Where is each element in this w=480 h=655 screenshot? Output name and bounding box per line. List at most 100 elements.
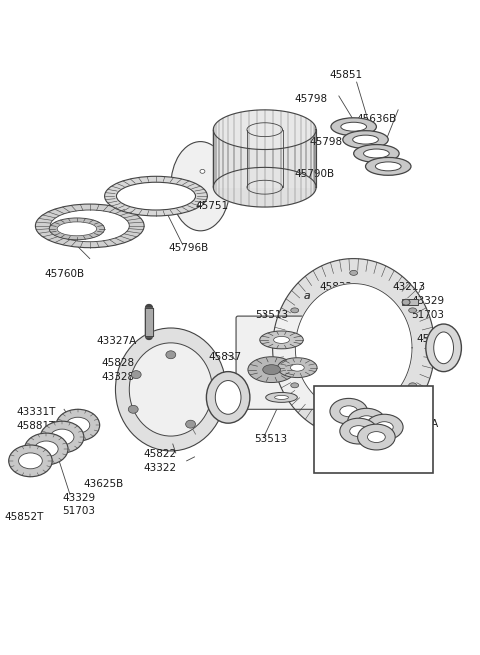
Ellipse shape [358,416,375,426]
Text: 45636B: 45636B [357,114,397,124]
Ellipse shape [171,141,230,231]
Ellipse shape [260,331,303,349]
Ellipse shape [330,398,368,424]
Text: a: a [363,448,370,458]
Text: 43213: 43213 [392,282,425,292]
Ellipse shape [24,433,68,465]
Text: 51703: 51703 [62,506,95,517]
Bar [314,386,433,473]
Text: 53513: 53513 [255,310,288,320]
Bar [402,299,418,305]
Ellipse shape [263,365,280,375]
Ellipse shape [350,271,358,275]
Text: a: a [395,436,401,446]
Ellipse shape [363,149,389,158]
Ellipse shape [198,202,203,206]
Ellipse shape [66,417,90,433]
Ellipse shape [348,408,385,434]
Text: 45881T: 45881T [17,421,56,431]
Ellipse shape [291,383,299,388]
Ellipse shape [434,332,454,364]
Ellipse shape [9,445,52,477]
Text: 43331T: 43331T [17,407,56,417]
Ellipse shape [426,324,461,371]
Ellipse shape [117,182,195,210]
Text: 45837: 45837 [208,352,241,362]
Text: a: a [328,410,334,421]
Polygon shape [273,259,435,437]
Ellipse shape [275,396,288,400]
Text: a: a [220,406,227,417]
Text: a: a [395,410,401,421]
Text: 43329: 43329 [411,296,444,307]
Text: a: a [365,394,372,404]
Ellipse shape [200,170,205,174]
Text: 45796B: 45796B [169,243,209,253]
Text: 43328: 43328 [102,371,135,382]
Text: 45832: 45832 [319,282,352,292]
Ellipse shape [353,135,378,144]
Ellipse shape [375,422,393,432]
Ellipse shape [290,364,304,371]
Ellipse shape [206,371,250,423]
Ellipse shape [216,381,241,414]
Text: 45842A: 45842A [398,419,438,429]
Text: 43625B: 43625B [84,479,124,489]
Ellipse shape [358,424,395,450]
Ellipse shape [57,222,96,236]
Ellipse shape [291,308,299,313]
Ellipse shape [56,409,100,441]
Ellipse shape [35,441,58,457]
Ellipse shape [50,429,74,445]
Ellipse shape [49,218,105,240]
Ellipse shape [354,145,399,162]
Ellipse shape [366,414,403,440]
Text: 45760B: 45760B [44,269,84,278]
Ellipse shape [375,162,401,171]
Text: 45852T: 45852T [5,512,44,523]
Ellipse shape [366,157,411,176]
Text: 45751: 45751 [195,201,228,211]
Polygon shape [213,110,316,149]
Ellipse shape [116,328,226,451]
Ellipse shape [343,131,388,149]
Ellipse shape [166,351,176,359]
Text: 43322: 43322 [143,463,176,473]
Text: a: a [304,291,311,301]
Ellipse shape [408,308,417,313]
Ellipse shape [341,122,367,131]
Ellipse shape [277,358,317,377]
Ellipse shape [36,204,144,248]
Ellipse shape [186,421,195,428]
Ellipse shape [40,421,84,453]
Text: 43329: 43329 [62,493,95,502]
Ellipse shape [340,406,358,417]
Text: a: a [304,291,311,301]
FancyBboxPatch shape [236,316,327,409]
Text: 45828: 45828 [102,358,135,367]
Ellipse shape [266,392,297,402]
Text: 45822: 45822 [143,449,176,459]
Ellipse shape [131,371,141,379]
Ellipse shape [350,426,368,437]
Ellipse shape [248,357,295,383]
Ellipse shape [368,432,385,443]
Ellipse shape [350,421,358,425]
Text: a: a [332,394,338,404]
Text: 45798: 45798 [309,137,342,147]
Text: 51703: 51703 [411,310,444,320]
Ellipse shape [50,210,129,242]
Text: 45851: 45851 [329,70,362,80]
Text: 45790B: 45790B [294,170,335,179]
Text: 45874A: 45874A [416,334,456,344]
Ellipse shape [129,343,212,436]
Polygon shape [213,168,316,207]
Text: 45798: 45798 [294,94,327,104]
Ellipse shape [19,453,42,469]
Ellipse shape [274,337,289,343]
Polygon shape [213,130,316,187]
Ellipse shape [105,176,207,216]
Text: 53513: 53513 [254,434,287,444]
Ellipse shape [128,405,138,413]
Ellipse shape [331,118,376,136]
